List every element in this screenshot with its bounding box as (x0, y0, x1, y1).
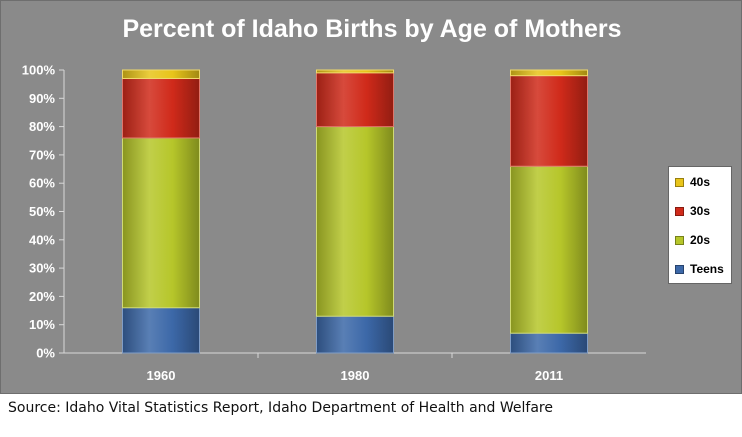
bar-30s-1980 (316, 72, 394, 128)
y-tick-label: 30% (29, 261, 55, 276)
x-tick-label: 2011 (535, 368, 563, 383)
y-tick-label: 50% (29, 204, 55, 219)
legend-item-20s: 20s (675, 233, 710, 247)
legend-item-40s: 40s (675, 175, 710, 189)
y-tick-label: 70% (29, 147, 55, 162)
legend-item-30s: 30s (675, 204, 710, 218)
bar-teens-2011 (510, 332, 588, 354)
legend-item-teens: Teens (675, 262, 724, 276)
chart-plot: 0% 10% 20% 30% 40% 50% 60% 70% 80% 90% 100% 1960 198… (22, 63, 646, 383)
legend-swatch (675, 236, 684, 245)
y-tick-label: 20% (29, 289, 55, 304)
y-tick-label: 60% (29, 176, 55, 191)
legend-swatch (675, 178, 684, 187)
bar-20s-2011 (510, 165, 588, 334)
source-note: Source: Idaho Vital Statistics Report, I… (8, 400, 553, 416)
bar-40s-1980 (316, 69, 394, 74)
bar-40s-1960 (122, 69, 200, 79)
chart-title: Percent of Idaho Births by Age of Mother… (122, 15, 622, 43)
legend-swatch (675, 207, 684, 216)
bar-20s-1960 (122, 137, 200, 309)
legend-label: 20s (690, 233, 711, 247)
bar-30s-2011 (510, 75, 588, 167)
bar-20s-1980 (316, 126, 394, 317)
x-tick-label: 1960 (147, 368, 176, 383)
y-tick-label: 90% (29, 91, 55, 106)
legend-swatch (675, 265, 684, 274)
bar-teens-1960 (122, 307, 200, 354)
legend-label: Teens (690, 262, 724, 276)
y-tick-label: 80% (29, 119, 55, 134)
y-tick-label: 10% (29, 317, 55, 332)
y-tick-label: 0% (36, 346, 55, 361)
chart-frame: 0% 10% 20% 30% 40% 50% 60% 70% 80% 90% 100% 1960 198… (0, 0, 742, 394)
legend-label: 40s (690, 175, 711, 189)
bar-30s-1960 (122, 77, 200, 139)
bar-40s-2011 (510, 69, 588, 77)
chart-legend: 40s 30s 20s Teens (668, 166, 732, 284)
x-tick-label: 1980 (341, 368, 370, 383)
bar-teens-1980 (316, 315, 394, 354)
y-tick-label: 100% (22, 63, 56, 78)
y-tick-label: 40% (29, 232, 55, 247)
legend-label: 30s (690, 204, 711, 218)
